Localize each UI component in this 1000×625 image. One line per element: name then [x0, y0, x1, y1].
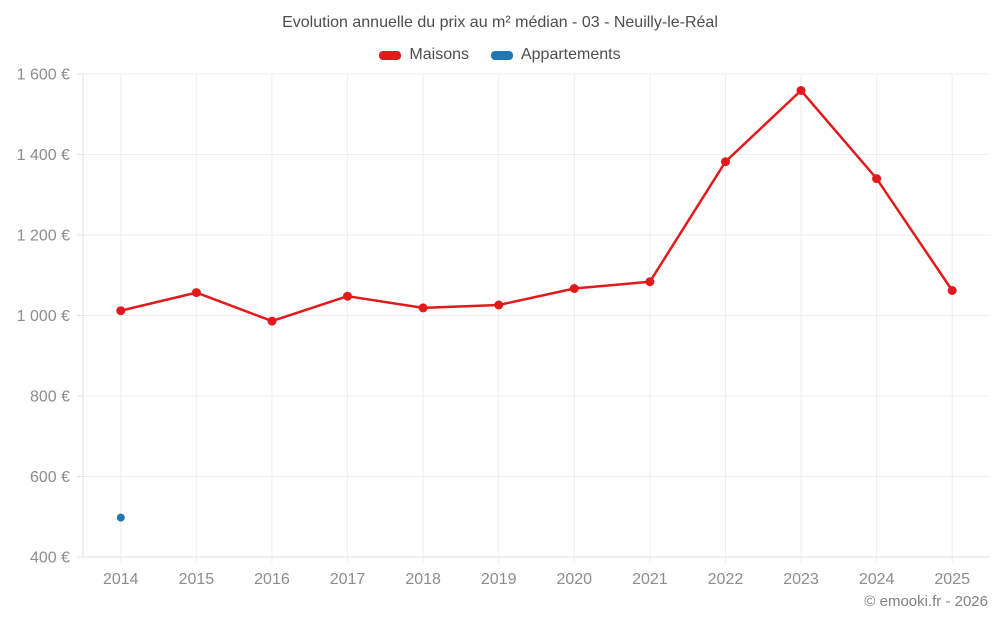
x-tick-label: 2023 — [783, 571, 819, 588]
y-tick-label: 600 € — [30, 469, 70, 486]
y-tick-label: 1 600 € — [17, 67, 70, 84]
data-point-maisons[interactable] — [872, 174, 882, 184]
x-tick-label: 2017 — [330, 571, 366, 588]
legend-label-maisons: Maisons — [409, 46, 469, 63]
y-tick-label: 400 € — [30, 550, 70, 567]
legend-label-appartements: Appartements — [520, 46, 621, 63]
x-tick-label: 2024 — [859, 571, 895, 588]
data-point-maisons[interactable] — [645, 277, 655, 287]
data-point-maisons[interactable] — [116, 306, 126, 316]
footer-credit: © emooki.fr - 2026 — [864, 593, 988, 610]
x-tick-label: 2019 — [481, 571, 517, 588]
x-tick-label: 2022 — [708, 571, 744, 588]
x-tick-label: 2025 — [934, 571, 970, 588]
maisons-swatch — [379, 50, 402, 60]
data-point-maisons[interactable] — [947, 286, 957, 295]
data-point-appartements[interactable] — [116, 513, 125, 522]
x-tick-label: 2014 — [103, 571, 139, 588]
legend-item-appartements[interactable]: Appartements — [490, 46, 621, 64]
x-tick-label: 2020 — [556, 571, 592, 588]
y-tick-label: 1 200 € — [17, 228, 70, 245]
chart-title: Evolution annuelle du prix au m² médian … — [282, 14, 718, 31]
data-point-maisons[interactable] — [343, 291, 352, 301]
x-tick-label: 2016 — [254, 571, 290, 588]
x-tick-label: 2021 — [632, 571, 668, 588]
y-tick-label: 1 000 € — [17, 308, 70, 325]
y-tick-label: 1 400 € — [17, 147, 70, 164]
data-point-maisons[interactable] — [494, 300, 504, 310]
x-tick-label: 2018 — [405, 571, 441, 588]
appartements-swatch — [490, 50, 513, 60]
data-point-maisons[interactable] — [721, 157, 730, 167]
data-point-maisons[interactable] — [191, 288, 201, 298]
series-line-maisons — [119, 89, 954, 323]
data-point-maisons[interactable] — [267, 316, 277, 326]
x-tick-label: 2015 — [179, 571, 215, 588]
data-point-maisons[interactable] — [796, 86, 806, 95]
data-point-maisons[interactable] — [418, 303, 428, 313]
legend-item-maisons[interactable]: Maisons — [379, 46, 469, 64]
data-point-maisons[interactable] — [569, 284, 579, 293]
chart-legend: Maisons Appartements — [0, 46, 1000, 64]
y-tick-label: 800 € — [30, 389, 70, 406]
